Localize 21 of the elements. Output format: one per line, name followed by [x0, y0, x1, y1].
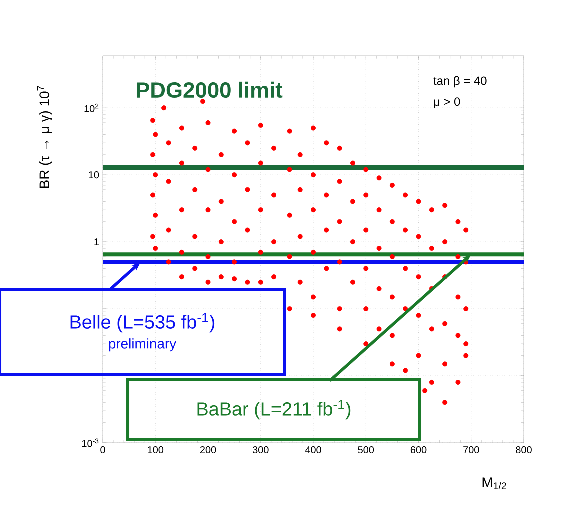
x-tick-label: 400 — [305, 446, 322, 454]
x-axis-title: M$_{1/2}$ — [482, 478, 506, 490]
annotation: preliminary — [109, 338, 177, 352]
y-tick-label: 10$^{2}$ — [84, 104, 99, 112]
annotation: tan β = 40 — [434, 76, 487, 88]
x-tick-label: 600 — [410, 446, 427, 454]
x-tick-label: 0 — [100, 446, 106, 454]
y-tick-label: 10$^{-3}$ — [82, 438, 99, 448]
annotation: BaBar (L=211 fb$^{-1}$) — [198, 400, 351, 420]
x-tick-label: 500 — [358, 446, 374, 454]
y-tick-label: 10 — [89, 172, 100, 179]
x-tick-label: 700 — [464, 446, 480, 454]
x-tick-label: 800 — [516, 446, 532, 454]
ref-line-label: PDG2000 limit — [136, 82, 283, 98]
annotation: Belle (L=535 fb$^{-1}$) — [70, 313, 215, 333]
x-tick-label: 200 — [200, 446, 216, 454]
y-axis-title: BR (τ → μ γ) 10$^{7}$ — [38, 86, 52, 188]
y-tick-label: 1 — [94, 238, 100, 246]
x-tick-label: 100 — [148, 446, 164, 454]
x-tick-label: 300 — [252, 446, 269, 454]
annotation: μ > 0 — [434, 98, 460, 108]
